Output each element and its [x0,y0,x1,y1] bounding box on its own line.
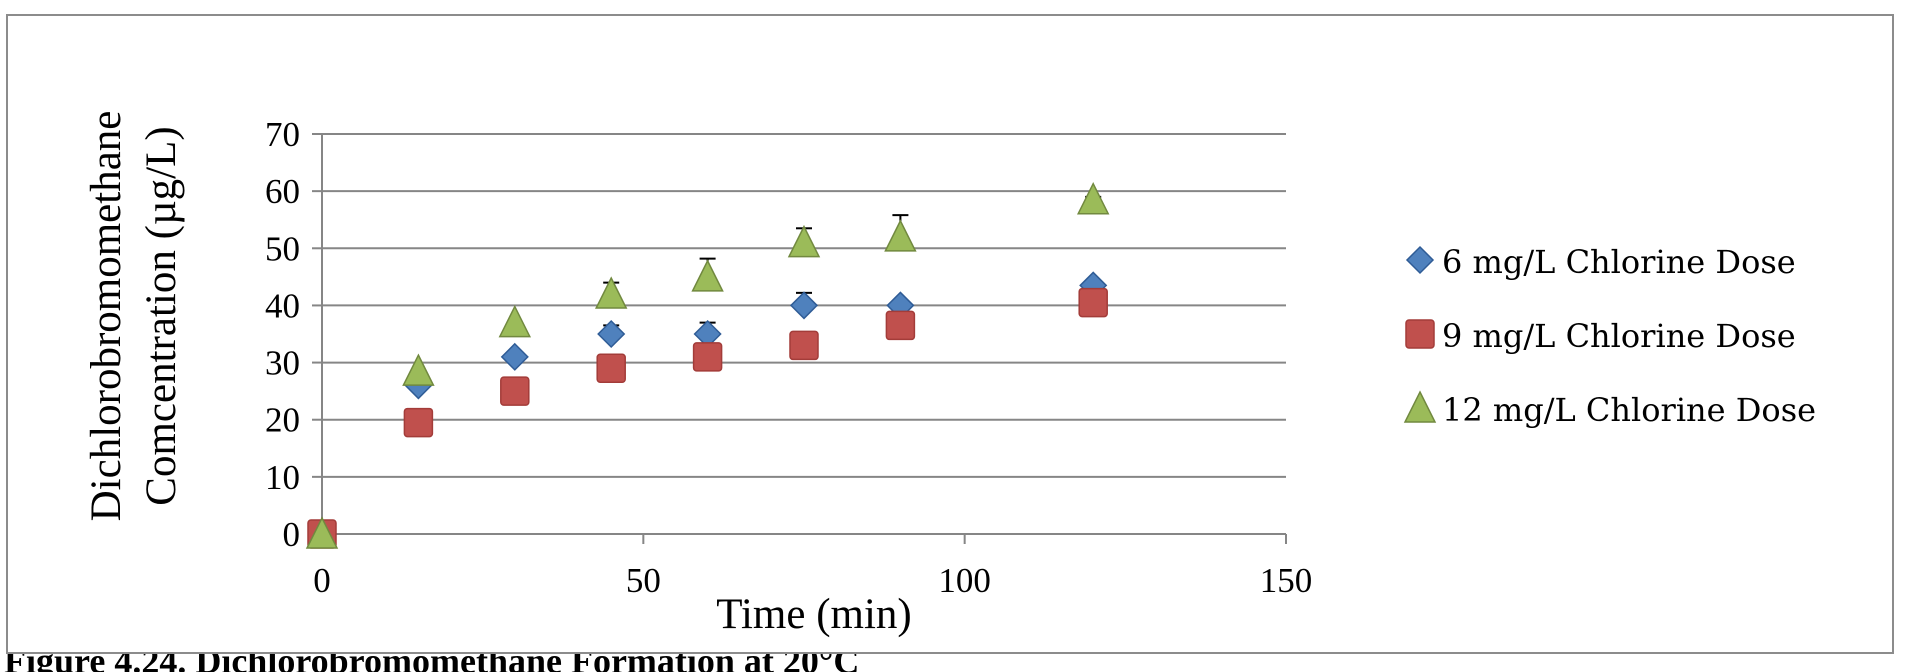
tick-label-layer: 0 10 20 30 40 50 60 70 0 50 100 150 [265,115,1312,600]
y-tick-label: 50 [265,229,300,268]
y-tick-label: 30 [265,344,300,383]
y-tick-label: 10 [265,458,300,497]
marker-layer [305,182,1110,549]
error-bar-layer [603,195,1102,334]
data-point-diamond [597,319,626,349]
x-tick-label: 0 [313,561,331,600]
legend-label: 12 mg/L Chlorine Dose [1442,391,1816,429]
y-tick-label: 20 [265,401,300,440]
legend: 6 mg/L Chlorine Dose 9 mg/L Chlorine Dose… [1403,243,1816,429]
y-axis-title-line: Dichlorobromomethane [83,111,130,522]
data-point-triangle [305,516,339,549]
chart-frame: 0 10 20 30 40 50 60 70 0 50 100 150 Time (min) Dichl… [6,14,1894,654]
data-point-diamond [500,342,529,371]
legend-swatch-triangle [1403,390,1437,423]
data-point-square [403,407,434,438]
data-point-triangle [402,353,435,386]
legend-label: 9 mg/L Chlorine Dose [1442,317,1796,355]
data-point-triangle [691,259,724,292]
data-point-square [1078,287,1108,318]
y-axis-title-line: Comcentration (µg/L) [138,126,185,505]
legend-swatch-diamond [1405,245,1435,275]
x-tick-label: 50 [626,561,661,600]
legend-entry: 9 mg/L Chlorine Dose [1405,317,1796,355]
figure-caption: Figure 4.24. Dichlorobromomethane Format… [4,654,859,672]
data-point-square [692,342,723,372]
data-point-triangle [594,276,628,309]
data-point-triangle [1076,182,1110,215]
data-point-triangle [884,219,917,252]
y-tick-label: 70 [265,115,300,154]
y-axis-title: Dichlorobromomethane Comcentration (µg/L) [83,111,185,522]
axis-title-layer: Time (min) Dichlorobromomethane Comcentrat… [83,111,912,638]
x-tick-label: 100 [938,561,991,600]
legend-label: 6 mg/L Chlorine Dose [1442,243,1796,281]
data-point-triangle [787,224,821,258]
data-point-square [500,376,530,406]
y-tick-label: 60 [265,172,300,211]
data-point-triangle [498,304,532,338]
legend-entry: 6 mg/L Chlorine Dose [1405,243,1796,281]
data-point-diamond [789,291,819,320]
x-tick-label: 150 [1260,561,1313,600]
y-tick-label: 0 [283,515,301,554]
y-tick-label: 40 [265,286,300,325]
legend-swatch-square [1405,319,1435,349]
legend-entry: 12 mg/L Chlorine Dose [1403,390,1816,429]
data-point-square [596,353,626,384]
data-point-square [789,330,819,361]
caption-strip: Figure 4.24. Dichlorobromomethane Format… [0,654,1907,672]
x-axis-title: Time (min) [716,591,912,638]
chart-svg: 0 10 20 30 40 50 60 70 0 50 100 150 Time (min) Dichl… [83,111,1816,638]
data-point-square [885,310,916,341]
